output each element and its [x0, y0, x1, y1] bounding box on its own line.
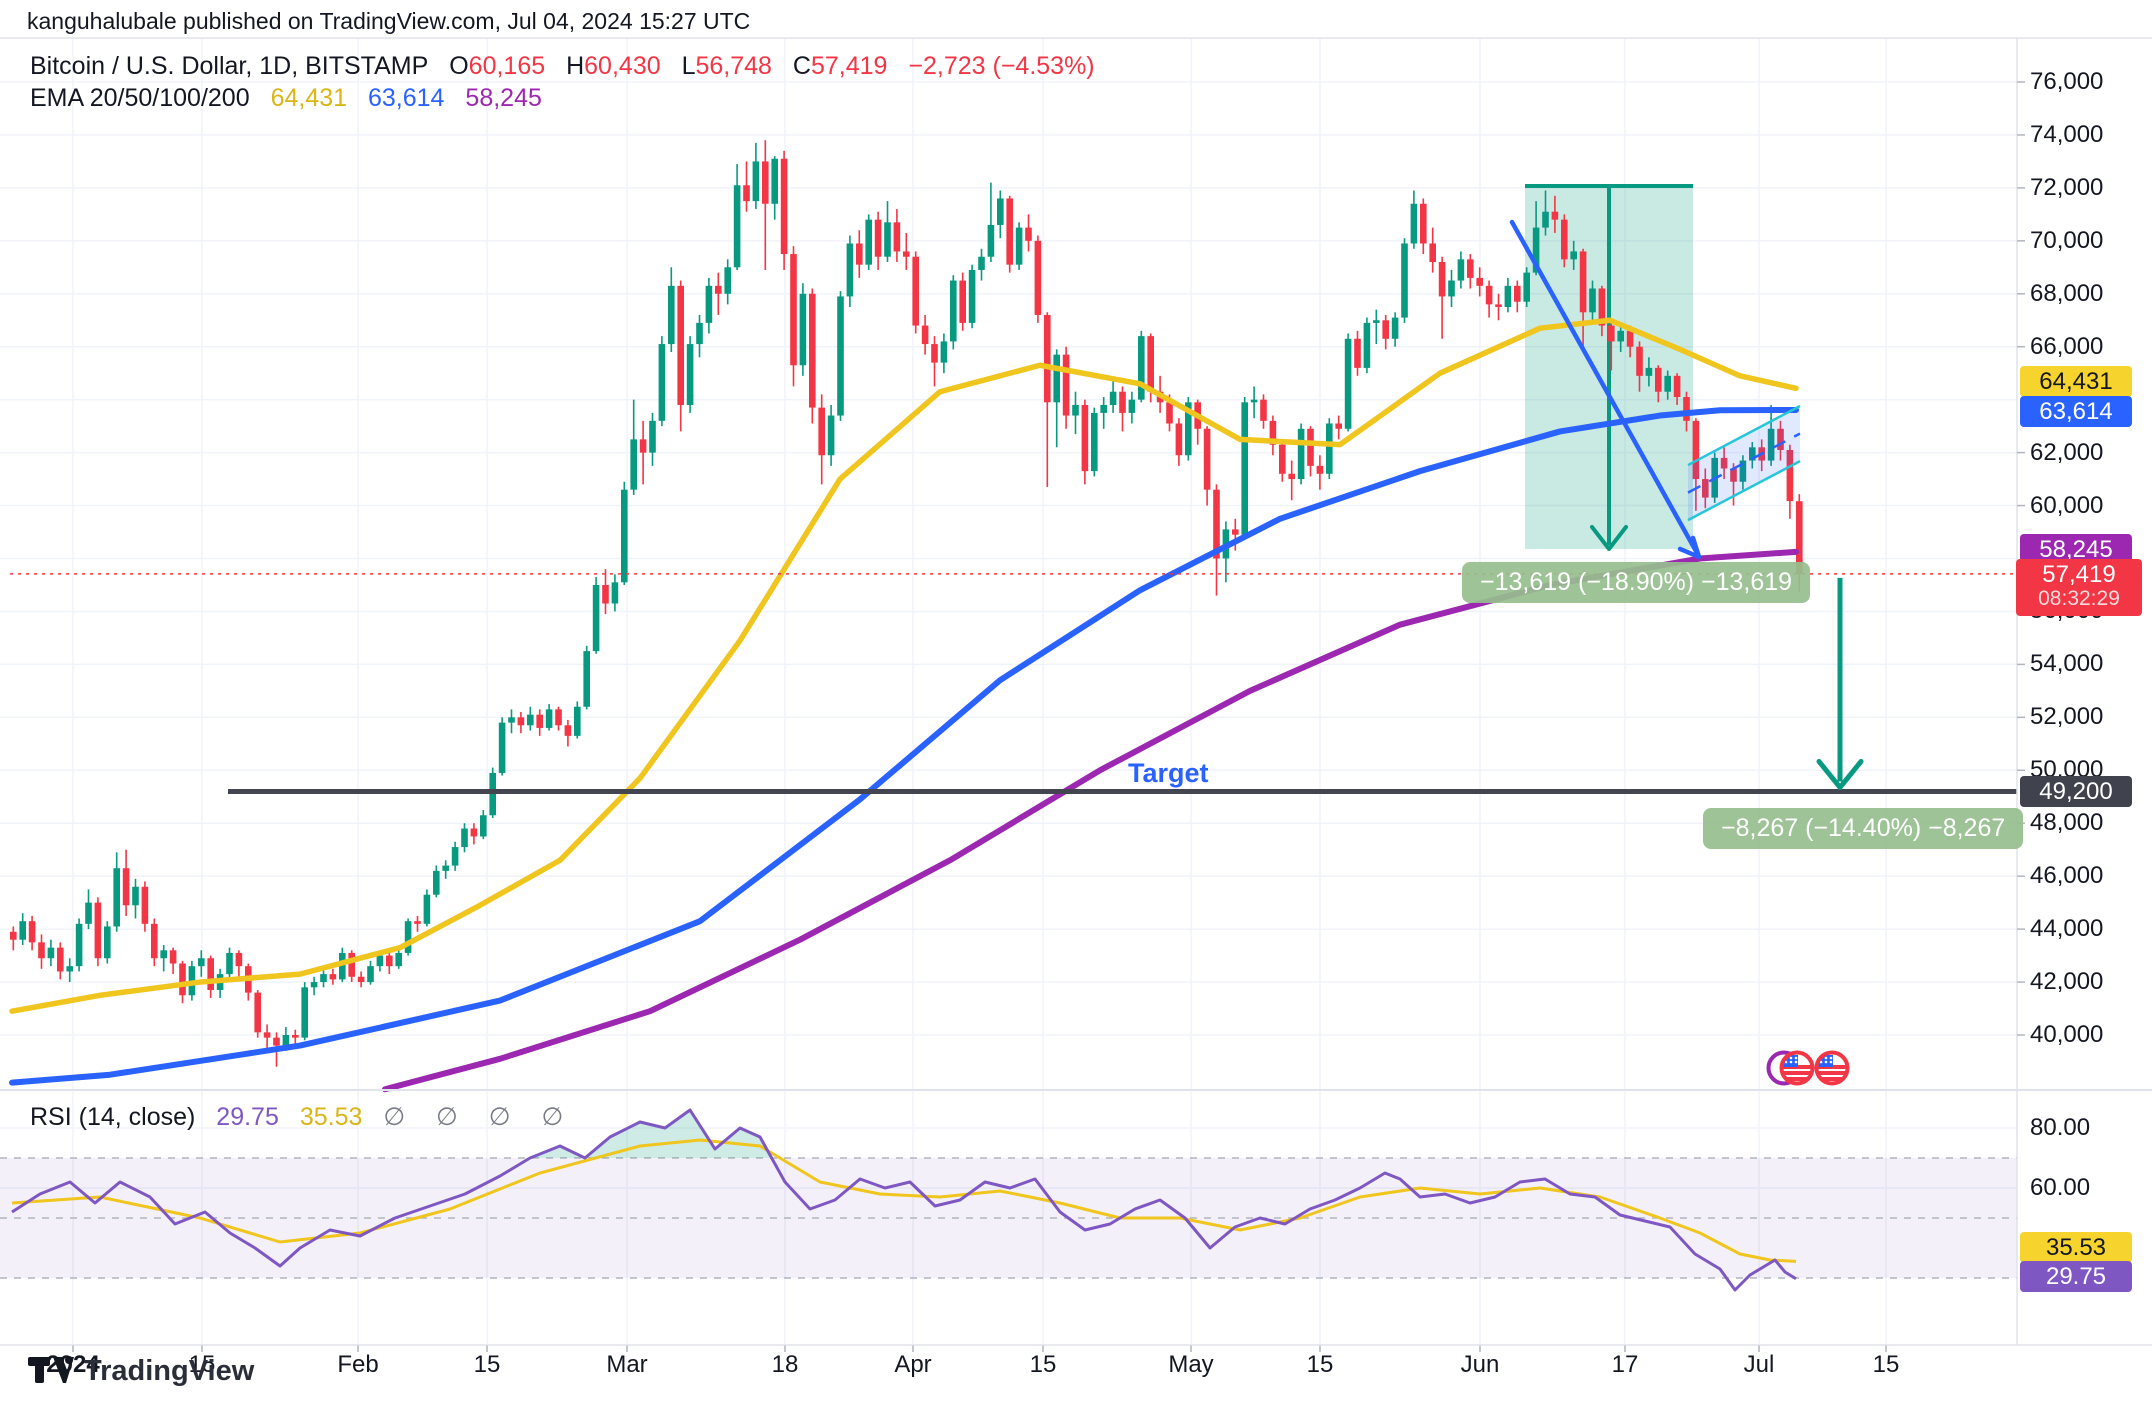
price-badge-57419: 57,419 08:32:29 [2016, 558, 2142, 616]
ema20-value: 64,431 [270, 84, 348, 112]
price-tick: 76,000 [2030, 68, 2104, 95]
ema200-value: 58,245 [465, 84, 542, 112]
low-label: L [681, 52, 696, 80]
rsi-tick: 80.00 [2030, 1114, 2091, 1141]
price-tick: 70,000 [2030, 226, 2104, 254]
rsi-title: RSI (14, close) [30, 1103, 196, 1131]
time-tick-mar: Mar [606, 1351, 648, 1378]
rsi-tick: 60.00 [2030, 1174, 2091, 1201]
rsi-legend[interactable]: RSI (14, close) 29.75 35.53 ∅ ∅ ∅ ∅ [30, 1102, 575, 1132]
rsi-badge-2975: 29.75 [2020, 1261, 2132, 1293]
price-tick: 46,000 [2030, 862, 2104, 890]
time-tick-15: 15 [188, 1351, 216, 1378]
symbol-legend[interactable]: Bitcoin / U.S. Dollar, 1D, BITSTAMP O60,… [30, 52, 1095, 81]
rsi-value: 29.75 [216, 1103, 279, 1131]
price-tick: 62,000 [2030, 438, 2104, 466]
close-label: C [792, 52, 811, 80]
price-tick: 54,000 [2030, 650, 2104, 678]
time-tick-15: 15 [473, 1351, 501, 1378]
high-value: 60,430 [584, 52, 661, 80]
symbol-title: Bitcoin / U.S. Dollar, 1D, BITSTAMP [30, 52, 429, 80]
open-value: 60,165 [468, 52, 546, 80]
time-tick-jun: Jun [1460, 1351, 1500, 1378]
change-value: −2,723 (−4.53%) [908, 52, 1095, 80]
time-tick-may: May [1168, 1351, 1214, 1378]
time-tick-apr: Apr [894, 1351, 932, 1378]
measure-label[interactable]: −13,619 (−18.90%) −13,619 [1462, 562, 1811, 603]
ema-label: EMA 20/50/100/200 [30, 84, 250, 112]
price-tick: 44,000 [2030, 915, 2104, 943]
low-value: 56,748 [695, 52, 772, 80]
close-value: 57,419 [810, 52, 888, 80]
price-tick: 68,000 [2030, 279, 2104, 307]
price-tick: 52,000 [2030, 703, 2104, 731]
price-tick: 66,000 [2030, 332, 2104, 360]
price-badge-49200: 49,200 [2020, 775, 2132, 807]
time-tick-17: 17 [1611, 1351, 1639, 1378]
tradingview-logo-icon [28, 1356, 74, 1383]
price-badge-64431: 64,431 [2020, 365, 2132, 397]
target-annotation[interactable]: Target [1128, 758, 1209, 788]
price-tick: 72,000 [2030, 173, 2104, 201]
price-tick: 40,000 [2030, 1021, 2104, 1048]
drop-measure-label[interactable]: −8,267 (−14.40%) −8,267 [1703, 808, 2024, 849]
time-tick-15: 15 [1029, 1351, 1057, 1378]
rsi-empty-slots: ∅ ∅ ∅ ∅ [383, 1103, 576, 1131]
ema100-value: 63,614 [368, 84, 445, 112]
high-label: H [566, 52, 585, 80]
time-tick-15: 15 [1872, 1351, 1900, 1378]
countdown-timer: 08:32:29 [2038, 586, 2120, 610]
price-tick: 48,000 [2030, 809, 2104, 837]
header-attribution: kanguhalubale published on TradingView.c… [27, 8, 751, 34]
price-tick: 74,000 [2030, 120, 2104, 148]
rsi-badge-3553: 35.53 [2020, 1231, 2132, 1263]
price-tick: 42,000 [2030, 968, 2104, 996]
tradingview-brand[interactable]: TradingView [28, 1352, 254, 1390]
time-tick-jul: Jul [1743, 1351, 1775, 1378]
ema-legend[interactable]: EMA 20/50/100/200 64,431 63,614 58,245 [30, 84, 542, 113]
rsi-ma-value: 35.53 [299, 1103, 363, 1131]
price-badge-63614: 63,614 [2020, 396, 2132, 428]
price-tick: 60,000 [2030, 491, 2104, 519]
time-tick-18: 18 [771, 1351, 799, 1378]
time-tick-15: 15 [1306, 1351, 1334, 1378]
time-tick-feb: Feb [337, 1351, 379, 1378]
tradingview-logo-text: TradingView [84, 1354, 255, 1387]
time-tick-2024: 2024 [46, 1351, 100, 1378]
open-label: O [449, 52, 469, 80]
